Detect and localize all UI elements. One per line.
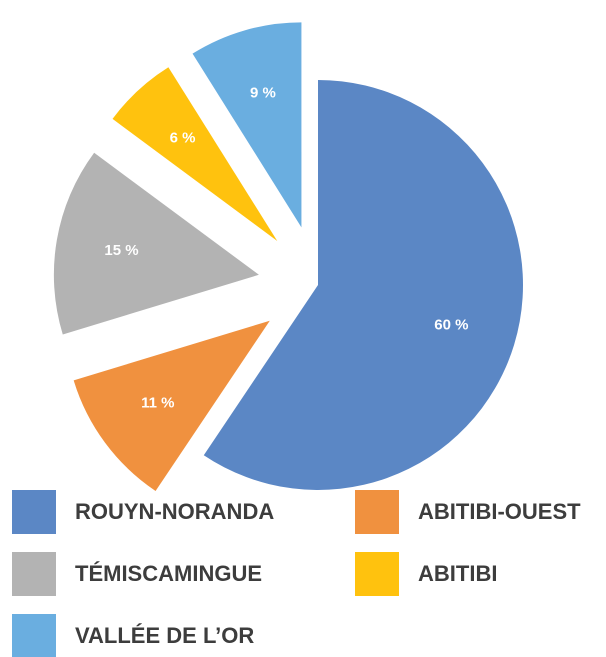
value-label: 11 % (141, 395, 174, 412)
pie-slice (192, 22, 302, 228)
legend-swatch (12, 552, 56, 596)
value-label: 60 % (434, 317, 468, 334)
legend-label: ABITIBI (418, 561, 497, 586)
pie-slice (112, 67, 278, 241)
pie-slice (203, 80, 523, 490)
legend-label: VALLÉE DE L’OR (75, 623, 254, 648)
pie-slice (73, 320, 270, 491)
value-label: 6 % (170, 130, 196, 147)
value-label: 9 % (250, 84, 276, 101)
legend-swatch (355, 552, 399, 596)
legend-swatch (355, 490, 399, 534)
legend-swatch (12, 614, 56, 657)
legend-label: TÉMISCAMINGUE (75, 561, 262, 586)
legend-swatch (12, 490, 56, 534)
legend-label: ABITIBI-OUEST (418, 499, 581, 524)
legend-label: ROUYN-NORANDA (75, 499, 274, 524)
pie-slice (53, 152, 259, 335)
value-label: 15 % (104, 242, 138, 259)
